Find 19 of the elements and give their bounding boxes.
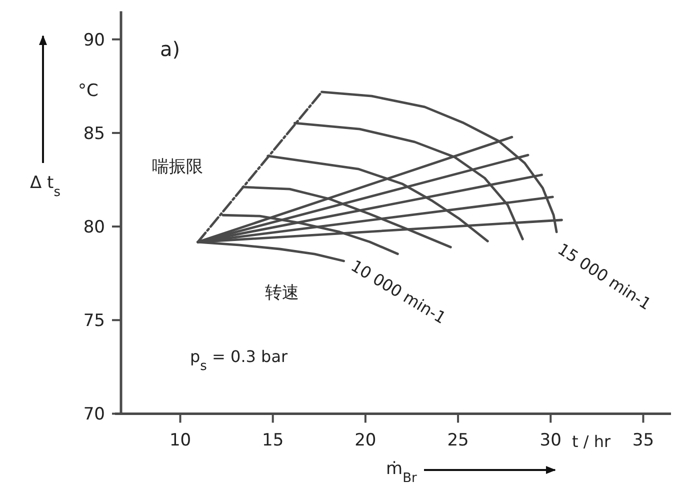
annotation: a) <box>160 37 180 61</box>
y-axis-title: Δ t$_{s}$ <box>30 173 61 200</box>
x-tick-label: 15 <box>262 430 284 451</box>
x-tick-label: 20 <box>354 430 376 451</box>
text: t / hr <box>572 432 611 451</box>
x-tick-label: 25 <box>447 430 469 451</box>
y-tick-label: 80 <box>83 218 105 238</box>
y-tick-label: 90 <box>83 30 105 50</box>
text: °C <box>78 81 98 101</box>
y-tick-label: 75 <box>83 311 105 332</box>
y-tick-label: 85 <box>83 124 105 144</box>
annotation: p$_{s}$ = 0.3 bar <box>190 347 288 374</box>
y-tick-label: 70 <box>83 404 105 425</box>
annotation: 喘振限 <box>152 157 203 177</box>
x-tick-label: 35 <box>632 430 654 451</box>
annotation: 转速 <box>265 283 299 303</box>
x-axis-title: ṁ$_{Br}$ <box>386 459 418 484</box>
x-tick-label: 30 <box>540 430 562 451</box>
x-tick-label: 10 <box>169 430 192 451</box>
